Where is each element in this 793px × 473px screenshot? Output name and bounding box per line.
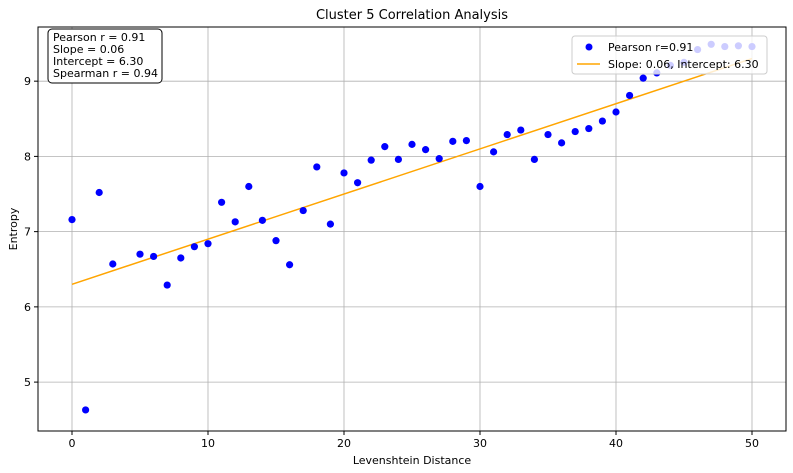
scatter-point-34 <box>544 130 552 139</box>
scatter-point-5 <box>150 252 158 261</box>
x-tick-label-1: 10 <box>201 437 215 450</box>
stats-box: Pearson r = 0.91 Slope = 0.06 Intercept … <box>47 28 163 84</box>
scatter-point-0 <box>68 215 76 224</box>
scatter-point-28 <box>462 137 470 145</box>
stats-line-intercept: Intercept = 6.30 <box>53 55 143 68</box>
scatter-point-3 <box>109 260 117 268</box>
x-axis-label: Levenshtein Distance <box>353 454 472 467</box>
y-tick-label-0: 5 <box>24 376 31 389</box>
scatter-point-4 <box>136 250 144 258</box>
legend-frame <box>571 35 768 75</box>
x-tick-label-2: 20 <box>337 437 351 450</box>
scatter-point-8 <box>190 243 198 251</box>
scatter-point-22 <box>381 143 389 151</box>
scatter-point-18 <box>326 220 334 228</box>
scatter-point-21 <box>367 156 375 164</box>
x-tick-label-4: 40 <box>609 437 623 450</box>
scatter-point-30 <box>490 148 498 156</box>
scatter-point-1 <box>82 406 90 414</box>
scatter-point-2 <box>95 188 103 197</box>
scatter-point-35 <box>558 139 566 147</box>
scatter-point-24 <box>408 140 416 148</box>
scatter-point-31 <box>503 130 511 139</box>
regression-line-group <box>71 57 753 286</box>
scatter-point-7 <box>177 254 185 262</box>
scatter-point-32 <box>517 126 525 134</box>
x-tick-label-0: 0 <box>69 437 76 450</box>
y-axis-label: Entropy <box>7 207 20 250</box>
stats-line-pearson: Pearson r = 0.91 <box>53 31 145 44</box>
chart-title: Cluster 5 Correlation Analysis <box>316 8 508 23</box>
scatter-point-10 <box>218 198 226 206</box>
scatter-point-15 <box>286 261 294 269</box>
stats-line-slope: Slope = 0.06 <box>53 43 124 56</box>
scatter-point-29 <box>476 182 484 191</box>
scatter-point-27 <box>449 137 457 145</box>
scatter-point-11 <box>231 218 239 226</box>
regression-line <box>71 57 753 286</box>
grid <box>38 27 786 431</box>
y-tick-label-1: 6 <box>24 301 31 314</box>
scatter-point-39 <box>612 108 620 116</box>
scatter-point-16 <box>299 206 307 215</box>
scatter-point-37 <box>585 124 593 133</box>
plot-frame <box>37 26 787 432</box>
scatter-point-6 <box>163 281 171 289</box>
scatter-point-17 <box>313 163 321 171</box>
y-tick-label-2: 7 <box>24 226 31 239</box>
scatter-point-40 <box>626 91 634 100</box>
scatter-point-13 <box>258 216 266 224</box>
x-tick-label-3: 30 <box>473 437 487 450</box>
scatter-point-12 <box>245 182 253 191</box>
scatter-point-14 <box>272 237 280 245</box>
y-axis-ticks: 5 6 7 8 9 <box>24 75 38 389</box>
scatter-point-19 <box>340 169 348 177</box>
scatter-point-26 <box>435 155 443 163</box>
legend-label-line: Slope: 0.06, Intercept: 6.30 <box>608 58 759 71</box>
scatter-point-36 <box>571 127 579 136</box>
scatter-point-23 <box>394 155 402 164</box>
x-tick-label-5: 50 <box>745 437 759 450</box>
plot-area <box>37 26 787 432</box>
y-tick-label-3: 8 <box>24 150 31 163</box>
legend-marker-scatter <box>585 43 593 51</box>
legend: Pearson r=0.91 Slope: 0.06, Intercept: 6… <box>571 35 768 75</box>
scatter-point-9 <box>204 240 212 248</box>
scatter-point-25 <box>422 146 430 154</box>
y-tick-label-4: 9 <box>24 75 31 88</box>
scatter-point-41 <box>639 74 647 82</box>
scatter-point-38 <box>598 117 607 125</box>
stats-line-spearman: Spearman r = 0.94 <box>53 67 158 80</box>
x-axis-ticks: 0 10 20 30 40 50 <box>69 431 759 450</box>
legend-label-scatter: Pearson r=0.91 <box>608 41 693 54</box>
stats-box-frame <box>47 28 163 84</box>
scatter-point-33 <box>530 155 539 164</box>
scatter-point-20 <box>354 179 362 187</box>
